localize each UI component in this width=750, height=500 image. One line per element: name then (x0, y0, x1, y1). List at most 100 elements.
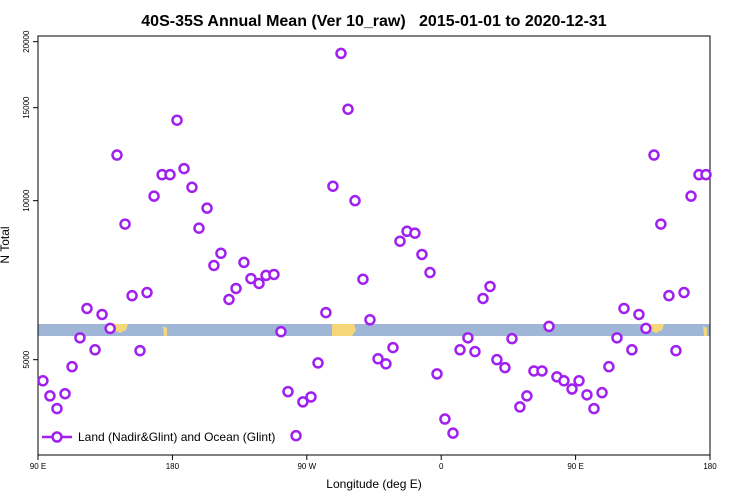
data-point (186, 181, 198, 194)
data-point (126, 289, 138, 302)
data-point (37, 375, 49, 387)
data-point (119, 218, 131, 230)
data-point (230, 282, 242, 295)
data-point (514, 401, 526, 413)
data-point (648, 149, 660, 161)
data-point (581, 389, 593, 401)
data-point (297, 396, 309, 408)
data-point (424, 266, 436, 279)
data-point (640, 322, 652, 335)
data-point (268, 268, 280, 281)
data-point (685, 190, 697, 202)
data-point (327, 180, 339, 192)
x-tick-label: 180 (166, 462, 180, 471)
data-point (59, 387, 71, 400)
data-point (431, 368, 443, 380)
data-point (409, 227, 421, 239)
data-point (208, 259, 220, 272)
y-tick-label: 5000 (22, 350, 31, 368)
data-point (104, 322, 116, 335)
data-point (178, 162, 190, 175)
data-point (364, 314, 376, 326)
data-point (700, 168, 712, 181)
data-point (416, 248, 428, 261)
chart-title: 40S-35S Annual Mean (Ver 10_raw) 2015-01… (141, 13, 607, 30)
legend-marker (51, 431, 63, 443)
data-point (499, 361, 511, 374)
data-point (349, 194, 361, 207)
x-axis-label: Longitude (deg E) (326, 477, 421, 491)
data-point (282, 385, 294, 398)
data-point (223, 293, 235, 306)
data-point (81, 302, 93, 315)
data-point (394, 235, 406, 247)
x-tick-label: 90 E (567, 462, 583, 471)
data-point (439, 413, 451, 425)
data-point (74, 332, 86, 344)
data-point (611, 332, 623, 344)
data-point (193, 222, 205, 234)
data-point (626, 344, 638, 356)
data-point (320, 306, 332, 319)
data-point (633, 308, 645, 321)
data-point (215, 247, 227, 260)
data-point (96, 308, 108, 321)
data-point (678, 286, 690, 299)
data-point (171, 114, 183, 126)
x-tick-label: 0 (439, 462, 444, 471)
data-point (238, 256, 250, 269)
data-point (618, 302, 630, 315)
data-point (275, 325, 287, 338)
data-point (484, 280, 496, 293)
data-point (66, 360, 78, 373)
plot-frame (37, 35, 711, 456)
data-point (536, 365, 548, 377)
data-point (588, 402, 600, 415)
data-point (477, 292, 489, 305)
data-point (670, 344, 682, 357)
data-point (447, 427, 459, 439)
data-point (44, 390, 56, 402)
data-point (655, 218, 667, 230)
data-point (335, 47, 347, 60)
data-point (312, 357, 324, 369)
data-point (134, 344, 146, 357)
data-point (462, 332, 474, 344)
data-point (342, 103, 354, 115)
data-point (469, 345, 481, 358)
data-point (506, 332, 518, 345)
y-axis-label: N Total (0, 226, 12, 263)
data-point (305, 391, 317, 403)
data-point (558, 375, 570, 387)
data-point (357, 273, 369, 285)
x-tick-label: 180 (703, 462, 717, 471)
data-point (603, 360, 615, 373)
data-point (148, 190, 160, 202)
x-tick-label: 90 W (297, 462, 316, 471)
data-point (543, 320, 555, 333)
data-point (111, 149, 123, 161)
data-point (245, 272, 257, 285)
data-point (573, 375, 585, 387)
data-point (521, 390, 533, 402)
data-point (387, 341, 399, 354)
data-point (663, 289, 675, 302)
data-point (380, 358, 392, 370)
y-tick-label: 20000 (22, 30, 31, 53)
y-tick-label: 15000 (22, 96, 31, 119)
map-strip (38, 324, 710, 336)
data-point (141, 286, 153, 299)
data-point (372, 353, 384, 365)
data-point (164, 168, 176, 181)
data-point (201, 202, 213, 214)
data-point (51, 402, 63, 415)
data-point (566, 383, 578, 395)
x-tick-label: 90 E (30, 462, 46, 471)
y-tick-label: 10000 (22, 189, 31, 212)
data-point (454, 344, 466, 356)
data-point (253, 277, 265, 290)
legend-label: Land (Nadir&Glint) and Ocean (Glint) (78, 430, 275, 444)
data-point (596, 386, 608, 399)
data-point (89, 344, 101, 356)
